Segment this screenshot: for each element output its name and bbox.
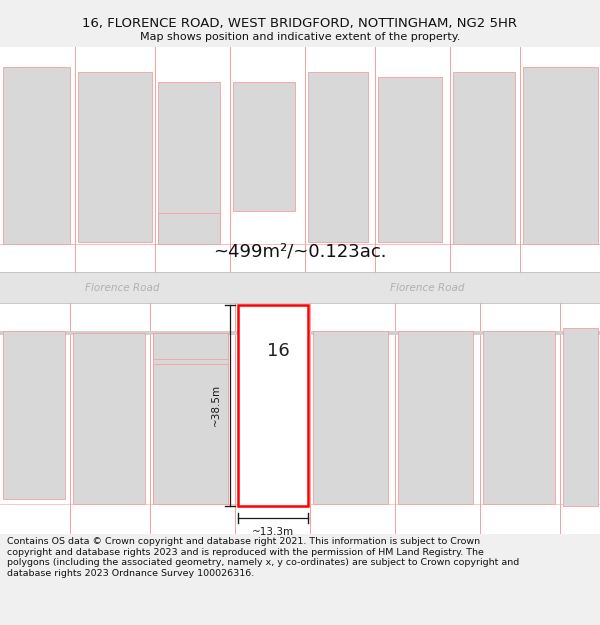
Text: ~38.5m: ~38.5m — [211, 384, 221, 426]
Bar — [238, 305, 308, 506]
Bar — [378, 78, 442, 242]
Bar — [0, 272, 600, 302]
Bar — [308, 72, 368, 242]
Bar — [73, 333, 145, 504]
Text: Florence Road: Florence Road — [390, 282, 464, 292]
Bar — [313, 331, 388, 504]
Bar — [3, 67, 70, 244]
Bar — [153, 364, 228, 504]
Bar — [153, 333, 228, 504]
Bar — [453, 72, 515, 244]
Text: 16, FLORENCE ROAD, WEST BRIDGFORD, NOTTINGHAM, NG2 5HR: 16, FLORENCE ROAD, WEST BRIDGFORD, NOTTI… — [83, 18, 517, 31]
Text: ~13.3m: ~13.3m — [252, 528, 294, 538]
Bar — [158, 82, 220, 242]
Bar — [153, 333, 228, 359]
Bar — [233, 82, 295, 211]
Bar — [563, 328, 598, 506]
Text: Contains OS data © Crown copyright and database right 2021. This information is : Contains OS data © Crown copyright and d… — [7, 538, 520, 578]
Bar — [158, 213, 220, 244]
Bar — [78, 72, 152, 242]
Text: Map shows position and indicative extent of the property.: Map shows position and indicative extent… — [140, 32, 460, 43]
Text: Florence Road: Florence Road — [85, 282, 160, 292]
Text: 16: 16 — [266, 341, 289, 359]
Bar — [0, 331, 600, 335]
Bar — [398, 331, 473, 504]
Text: ~499m²/~0.123ac.: ~499m²/~0.123ac. — [213, 242, 387, 260]
Bar — [3, 331, 65, 499]
Bar — [523, 67, 598, 244]
Bar — [483, 331, 555, 504]
